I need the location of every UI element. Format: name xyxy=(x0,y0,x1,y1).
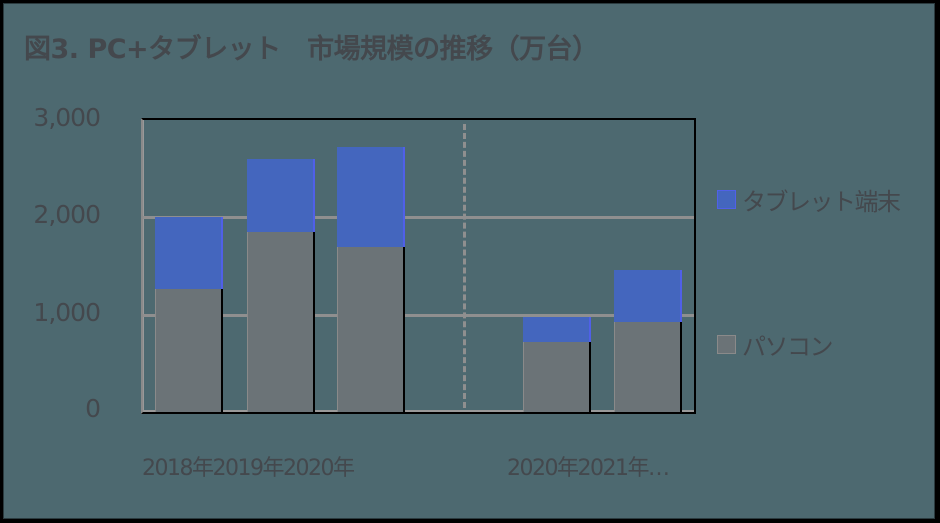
plot-inner xyxy=(143,120,694,412)
x-label-group1: 2018年2019年2020年 xyxy=(142,456,355,481)
bar-segment-pc xyxy=(523,341,591,412)
group-divider xyxy=(463,124,466,408)
legend-item-tablet: タブレット端末 xyxy=(717,182,901,217)
x-label-group2: 2020年2021年… xyxy=(507,456,670,481)
gridline-1000 xyxy=(143,314,694,317)
bar-segment-tablet xyxy=(247,158,315,232)
y-tick-0: 0 xyxy=(85,394,101,423)
bar-4 xyxy=(614,269,682,412)
bar-segment-tablet xyxy=(523,317,591,342)
y-tick-1000: 1,000 xyxy=(33,298,101,327)
bar-segment-tablet xyxy=(337,147,405,247)
legend-swatch-tablet xyxy=(717,190,736,209)
legend-item-pc: パソコン xyxy=(717,327,834,362)
bar-1 xyxy=(247,158,315,412)
chart-title: 図3. PC+タブレット 市場規模の推移（万台） xyxy=(24,34,599,65)
bar-segment-pc xyxy=(614,321,682,412)
legend-label-pc: パソコン xyxy=(742,333,834,361)
legend-label-tablet: タブレット端末 xyxy=(742,188,901,216)
bar-2 xyxy=(337,147,405,412)
y-tick-2000: 2,000 xyxy=(33,200,101,229)
bar-segment-pc xyxy=(247,231,315,412)
plot-area xyxy=(141,118,696,414)
bar-0 xyxy=(155,217,223,412)
legend-swatch-pc xyxy=(717,335,736,354)
bar-segment-tablet xyxy=(155,217,223,290)
bar-3 xyxy=(523,317,591,412)
y-tick-3000: 3,000 xyxy=(33,103,101,132)
gridline-2000 xyxy=(143,216,694,219)
bar-segment-tablet xyxy=(614,269,682,322)
bar-segment-pc xyxy=(155,289,223,412)
bar-segment-pc xyxy=(337,246,405,412)
